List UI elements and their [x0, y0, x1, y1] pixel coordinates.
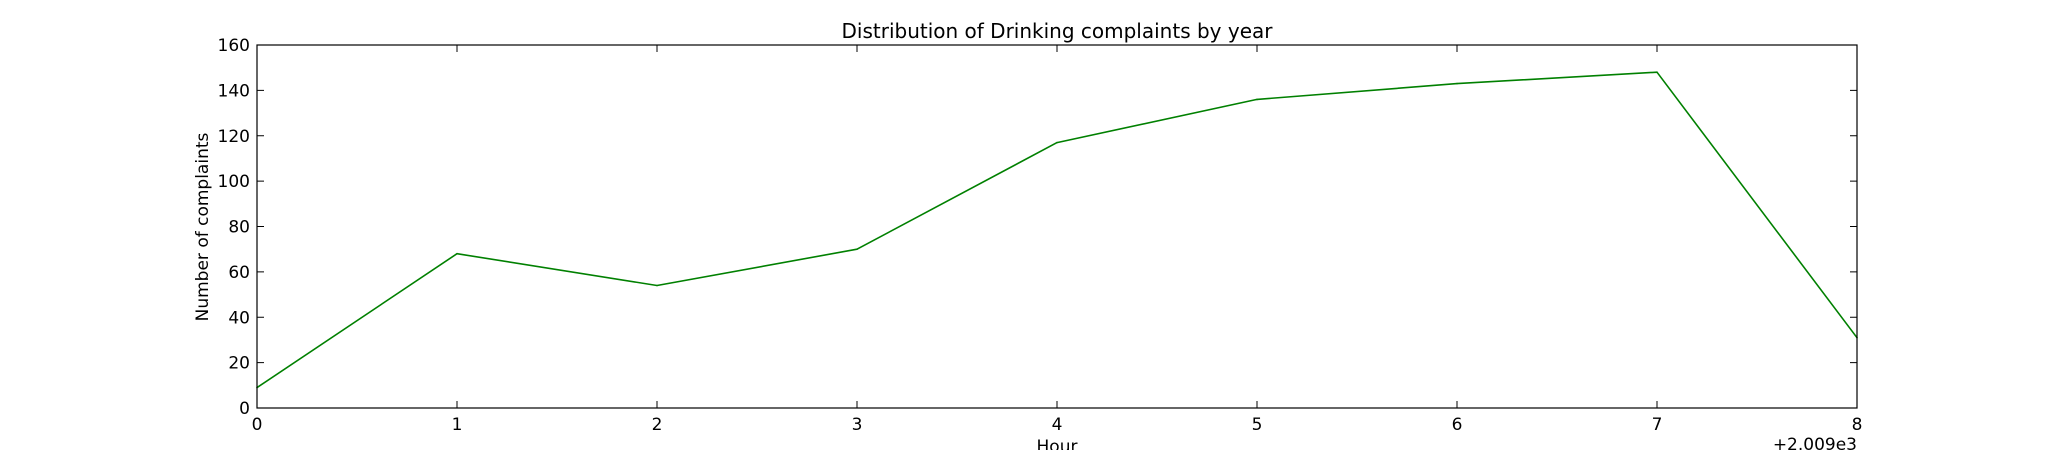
chart-title: Distribution of Drinking complaints by y… — [842, 19, 1274, 43]
x-tick-label: 1 — [452, 415, 463, 435]
data-point — [1256, 98, 1258, 101]
plot-series — [256, 71, 1858, 389]
x-tick-label: 5 — [1252, 415, 1263, 435]
x-axis-label: Hour — [1037, 437, 1078, 450]
y-tick-label: 120 — [218, 127, 250, 147]
y-tick-label: 100 — [218, 172, 250, 192]
data-point — [1656, 71, 1658, 74]
y-tick-label: 80 — [228, 218, 250, 238]
data-point — [456, 252, 458, 255]
series-line — [256, 71, 1858, 389]
x-tick-label: 8 — [1852, 415, 1863, 435]
x-axis: 0 1 2 3 4 5 6 7 8 — [252, 45, 1863, 435]
data-point — [1456, 82, 1458, 85]
data-point — [656, 284, 658, 287]
y-tick-label: 40 — [228, 308, 250, 328]
y-tick-label: 20 — [228, 354, 250, 374]
data-point — [856, 248, 858, 250]
y-tick-label: 0 — [239, 399, 250, 419]
y-axis: 0 20 40 60 80 100 120 140 160 — [218, 36, 1857, 419]
y-tick-label: 60 — [228, 263, 250, 283]
y-tick-label: 140 — [218, 81, 250, 101]
x-tick-label: 2 — [652, 415, 663, 435]
x-tick-label: 6 — [1452, 415, 1463, 435]
x-tick-label: 0 — [252, 415, 263, 435]
x-tick-label: 7 — [1652, 415, 1663, 435]
x-offset-label: +2.009e3 — [1773, 435, 1857, 450]
x-tick-label: 3 — [852, 415, 863, 435]
plot-frame — [256, 44, 1858, 409]
data-point — [1056, 141, 1058, 144]
y-tick-label: 160 — [218, 36, 250, 56]
y-axis-label: Number of complaints — [193, 132, 213, 321]
x-tick-label: 4 — [1052, 415, 1063, 435]
